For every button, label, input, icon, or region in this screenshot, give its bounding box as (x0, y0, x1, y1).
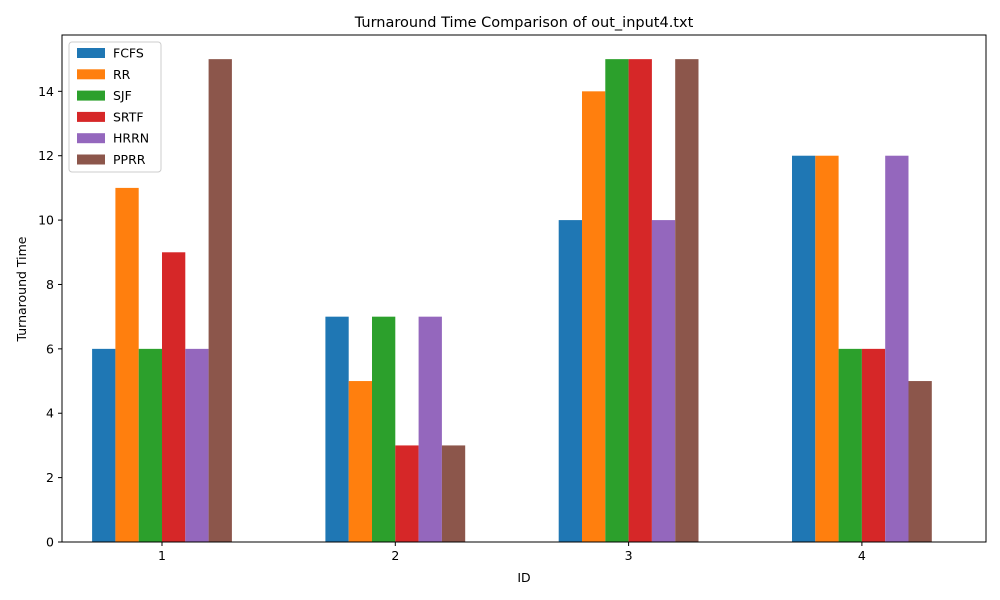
y-tick-label: 0 (46, 535, 54, 550)
y-tick-label: 10 (38, 213, 54, 228)
bar-fcfs-4 (792, 155, 816, 542)
x-tick-label: 2 (391, 548, 399, 563)
legend-swatch-hrrn (77, 133, 105, 144)
y-tick-label: 6 (46, 341, 54, 356)
y-tick-label: 2 (46, 470, 54, 485)
bars-layer (92, 59, 932, 543)
legend-label-sjf: SJF (113, 88, 132, 103)
bar-srtf-1 (162, 252, 186, 543)
bar-sjf-2 (372, 316, 396, 542)
bar-sjf-4 (838, 348, 862, 542)
bar-pprr-1 (208, 59, 232, 542)
legend-swatch-rr (77, 69, 105, 80)
bar-rr-2 (348, 381, 372, 542)
bar-fcfs-3 (558, 220, 582, 542)
bar-fcfs-2 (325, 316, 349, 542)
bar-sjf-1 (138, 348, 162, 542)
bar-rr-1 (115, 187, 139, 542)
legend-swatch-pprr (77, 154, 105, 165)
bar-srtf-4 (861, 348, 886, 542)
plot-frame (61, 34, 987, 543)
legend-label-fcfs: FCFS (113, 46, 144, 61)
x-axis-label: ID (517, 570, 530, 585)
y-axis-label: Turnaround Time (14, 236, 29, 342)
bar-rr-3 (582, 91, 606, 542)
y-tick-label: 8 (46, 277, 54, 292)
bar-srtf-2 (395, 445, 419, 542)
bar-hrrn-3 (651, 220, 676, 542)
x-tick-label: 1 (158, 548, 166, 563)
y-tick-label: 12 (38, 148, 54, 163)
bar-pprr-4 (908, 381, 932, 542)
bar-sjf-3 (605, 59, 629, 542)
bar-hrrn-4 (885, 155, 909, 542)
bar-fcfs-1 (92, 348, 116, 542)
bar-rr-4 (815, 155, 839, 542)
y-tick-label: 4 (46, 406, 54, 421)
legend-label-pprr: PPRR (113, 152, 146, 167)
legend-label-hrrn: HRRN (113, 131, 149, 146)
legend-swatch-srtf (77, 111, 105, 122)
bar-srtf-3 (628, 59, 652, 542)
legend-swatch-fcfs (77, 48, 105, 58)
legend-label-srtf: SRTF (113, 109, 144, 124)
x-tick-label: 4 (858, 548, 866, 563)
bar-hrrn-1 (185, 348, 209, 542)
bar-pprr-2 (441, 445, 466, 542)
x-tick-label: 3 (625, 548, 633, 563)
legend: FCFS RR SJF SRTF HRRN PPRR (68, 41, 162, 173)
legend-swatch-sjf (77, 90, 105, 101)
bar-hrrn-2 (418, 316, 442, 542)
y-tick-label: 14 (38, 84, 54, 99)
bar-pprr-3 (675, 59, 699, 542)
legend-label-rr: RR (113, 67, 131, 82)
chart-title: Turnaround Time Comparison of out_input4… (354, 15, 694, 31)
